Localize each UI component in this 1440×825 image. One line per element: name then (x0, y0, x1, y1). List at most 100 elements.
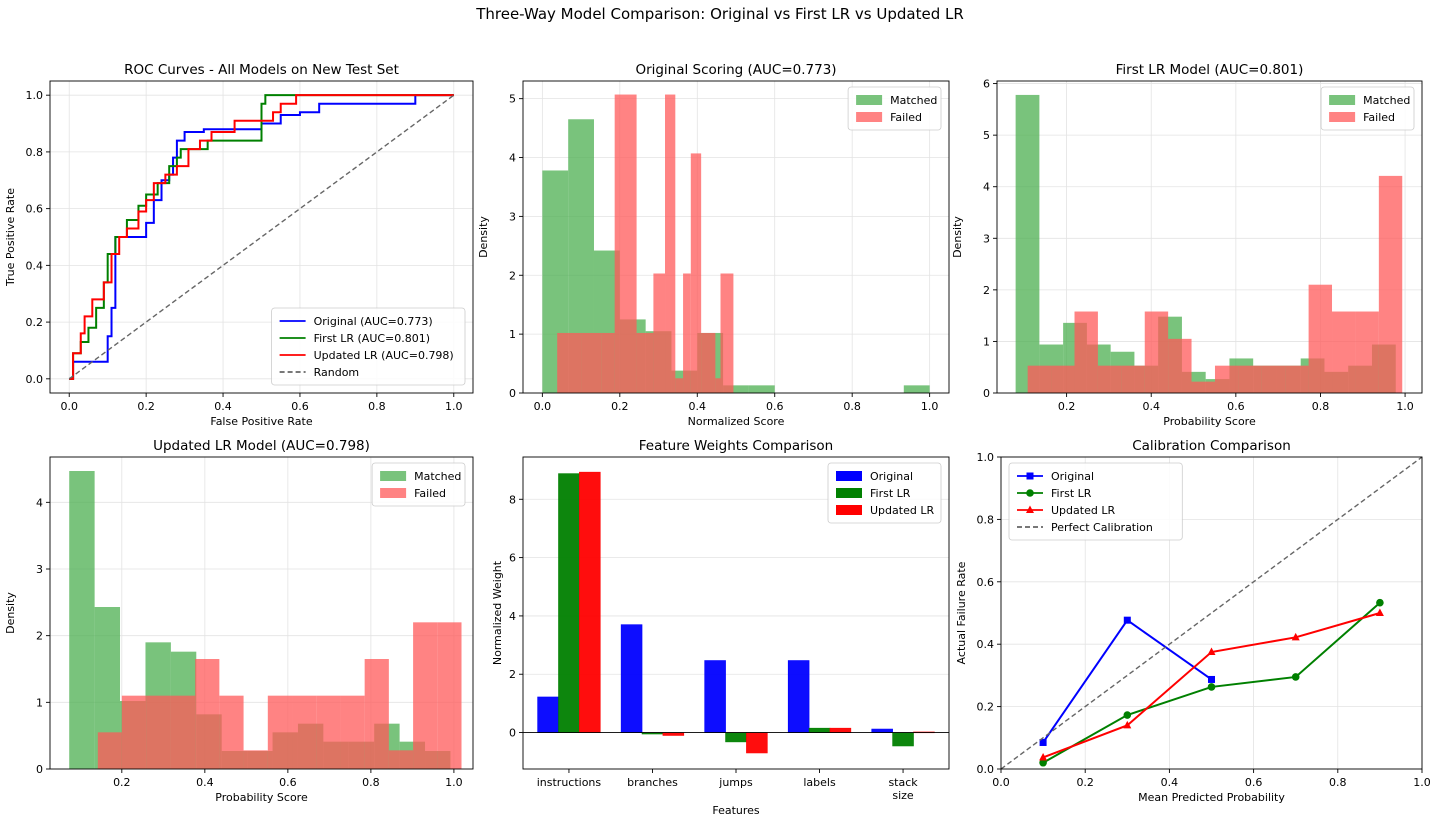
legend-label: Random (314, 366, 360, 379)
legend-label: Updated LR (1051, 504, 1115, 517)
marker-triangle (1375, 608, 1384, 616)
legend: Matched Failed (1320, 86, 1415, 131)
histogram-bar (413, 622, 438, 769)
chart-title: Feature Weights Comparison (639, 438, 834, 454)
y-tick-label: 4 (983, 181, 990, 194)
y-tick-label: 8 (509, 493, 516, 506)
y-tick-label: 0 (509, 727, 516, 740)
y-axis-label: Density (951, 216, 964, 258)
histogram-bar (601, 332, 615, 393)
axes-frame (1000, 456, 1423, 770)
y-tick-label: 5 (983, 129, 990, 142)
y-tick-label: 4 (509, 610, 516, 623)
bar (746, 732, 768, 754)
legend-entry: Matched (856, 94, 937, 107)
tick-labels: instructions branches jumps labels stacksize… (509, 493, 918, 802)
legend-label: Failed (414, 487, 446, 500)
x-axis-label: Features (712, 804, 760, 817)
x-tick-label: 1.0 (445, 776, 463, 789)
chart-orig_hist: 0.0 0.2 0.4 0.6 0.8 1.0 0 1 2 3 4 5 Original Scoring… (477, 62, 950, 428)
legend-label: Original (AUC=0.773) (314, 315, 433, 328)
legend-label: Matched (890, 94, 937, 107)
legend-entry: Failed (380, 487, 446, 500)
histogram-bar (437, 622, 462, 769)
legend-swatch (856, 112, 883, 122)
marker-square (1208, 675, 1215, 683)
y-tick-label: 2 (36, 630, 43, 643)
x-tick-label: 1.0 (921, 400, 939, 413)
x-tick-label: 0.6 (279, 776, 297, 789)
x-tick-label: 0.8 (1329, 776, 1347, 789)
histogram-bar (195, 659, 220, 769)
x-tick-label: 0.8 (843, 400, 861, 413)
bar (871, 728, 893, 733)
chart-weights: instructions branches jumps labels stacksize… (491, 438, 950, 817)
legend-label: Original (870, 470, 913, 483)
axes-frame (522, 80, 950, 394)
y-tick-label: 6 (983, 78, 990, 91)
x-tick-label: 0.4 (1142, 400, 1160, 413)
chart-title: First LR Model (AUC=0.801) (1116, 62, 1304, 78)
y-tick-label: 0.2 (977, 701, 995, 714)
y-axis-label: Actual Failure Rate (955, 561, 968, 664)
histogram-bar (97, 732, 122, 769)
legend-entry: Random (279, 366, 360, 379)
marker-triangle (1291, 632, 1300, 641)
x-tick-label: 1.0 (1413, 776, 1431, 789)
bar (829, 727, 852, 733)
bar (892, 732, 914, 747)
chart-updated_hist: 0.2 0.4 0.6 0.8 1.0 0 1 2 3 4 Updated LR Model (AU… (4, 438, 474, 804)
y-tick-label: 0.4 (977, 638, 995, 651)
histogram-bar (292, 695, 317, 769)
histogram-bar (614, 94, 637, 394)
x-tick-label: 0.2 (1076, 776, 1094, 789)
y-tick-label: 3 (983, 232, 990, 245)
legend: Original (AUC=0.773) First LR (AUC=0.801)… (271, 307, 466, 386)
chart-title: ROC Curves - All Models on New Test Set (124, 62, 399, 78)
legend-box (1008, 462, 1183, 541)
histogram-bar (1378, 175, 1403, 393)
marker-circle (1291, 673, 1300, 681)
y-tick-label: 2 (509, 269, 516, 282)
x-tick-label: 0.8 (362, 776, 380, 789)
y-tick-label: 0.8 (26, 146, 44, 159)
bar (537, 696, 559, 733)
bar (579, 471, 601, 733)
y-axis-label: True Positive Rate (4, 188, 17, 287)
legend-entry: First LR (836, 487, 911, 500)
x-axis-label: Normalized Score (688, 415, 785, 428)
legend-label: Matched (1363, 94, 1410, 107)
legend-label: Failed (890, 111, 922, 124)
x-axis-label: Probability Score (215, 791, 308, 804)
legend-label: Failed (1363, 111, 1395, 124)
tick-labels: 0.2 0.4 0.6 0.8 1.0 0 1 2 3 4 5 6 (983, 78, 1414, 413)
y-tick-label: 0 (509, 387, 516, 400)
y-tick-label: 1.0 (26, 89, 44, 102)
legend-entry: Failed (856, 111, 922, 124)
tick-labels: 0.0 0.2 0.4 0.6 0.8 1.0 0.0 0.2 0.4 0.6 0.8 1.0 (26, 89, 463, 413)
marker-square (1039, 738, 1047, 746)
legend-swatch (1329, 95, 1356, 105)
histogram-bar (121, 695, 147, 769)
histogram-bar (665, 94, 676, 394)
histogram-bar (581, 332, 602, 393)
histogram-bar (1144, 311, 1169, 393)
legend-entry: Failed (1329, 111, 1395, 124)
legend-entry: Updated LR (1017, 504, 1115, 517)
x-tick-label: 0.6 (1245, 776, 1263, 789)
x-tick-label: 0.8 (368, 400, 386, 413)
x-tick-label: 0.4 (1161, 776, 1179, 789)
y-tick-label: 0.8 (977, 513, 995, 526)
histogram-bar (1261, 365, 1286, 393)
histogram-bar (1332, 311, 1356, 393)
histogram-bar (69, 471, 95, 769)
y-tick-label: 0.4 (26, 259, 44, 272)
y-tick-label: 1.0 (977, 451, 995, 464)
legend: Original First LR Updated LR (827, 462, 942, 524)
legend-label: Matched (414, 470, 461, 483)
histogram-bar (715, 378, 721, 393)
y-tick-label: 2 (983, 284, 990, 297)
chart-roc: 0.0 0.2 0.4 0.6 0.8 1.0 0.0 0.2 0.4 0.6 0.8 1.0 ROC … (4, 62, 474, 428)
chart-title: Original Scoring (AUC=0.773) (635, 62, 836, 78)
